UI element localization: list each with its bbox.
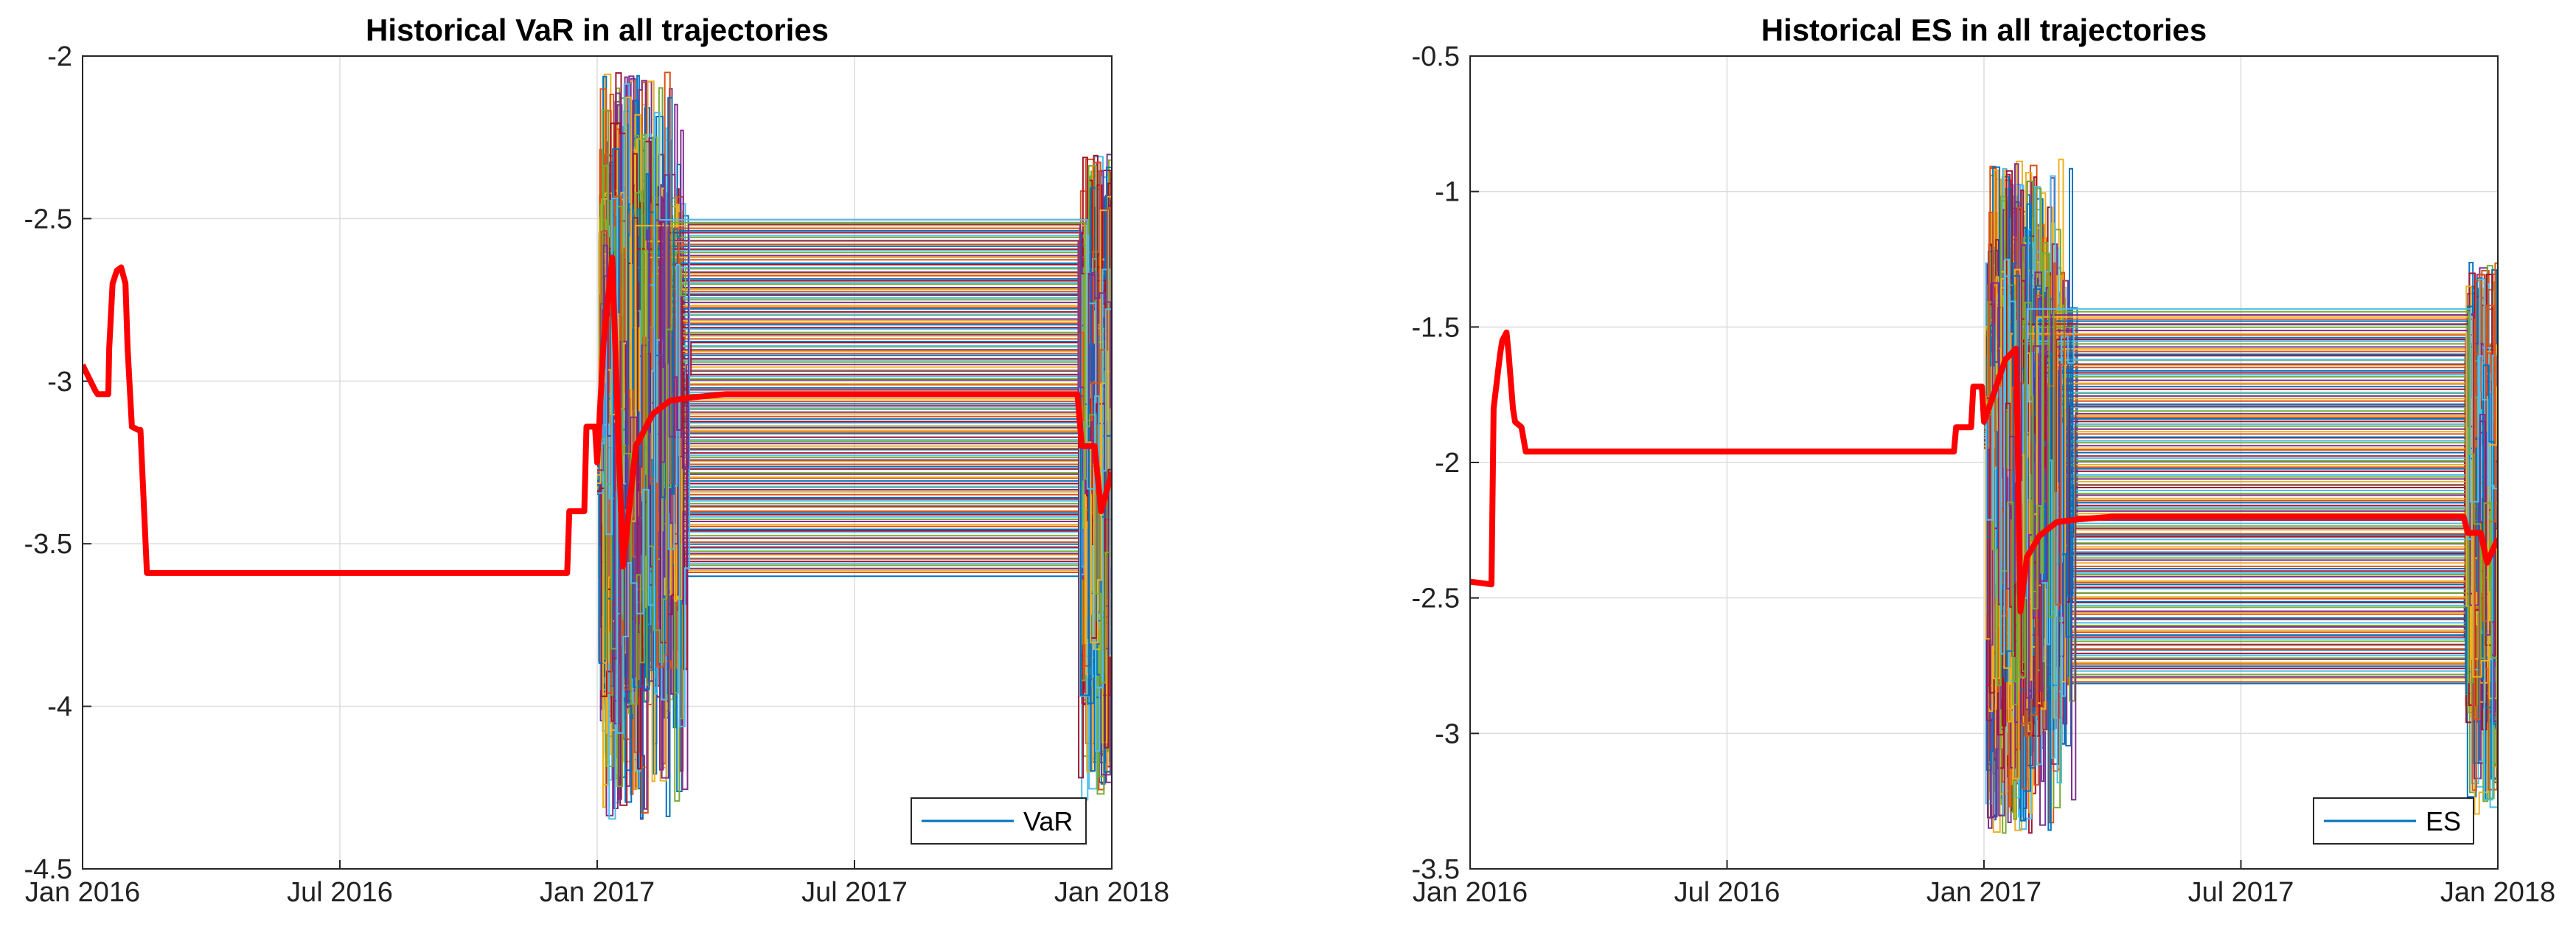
es-trajectory-157 [1984, 244, 2498, 722]
var-y-tick-label-3: -3.5 [24, 529, 72, 560]
var-trajectory-158 [597, 206, 1112, 705]
var-x-tick-label-0: Jan 2016 [25, 877, 140, 908]
var-y-tick-label-1: -2.5 [24, 204, 72, 235]
es-y-tick-label-4: -2.5 [1412, 583, 1460, 614]
es-legend: ES [2313, 797, 2474, 845]
es-x-axis: Jan 2016 Jul 2016 Jan 2017 Jul 2017 Jan 2018 [1413, 860, 2555, 908]
var-y-tick-label-5: -4.5 [24, 854, 72, 885]
var-y-tick-label-4: -4 [47, 692, 72, 723]
var-trajectories [597, 72, 1112, 820]
es-y-tick-label-6: -3.5 [1412, 854, 1460, 885]
es-x-tick-label-3: Jul 2017 [2188, 877, 2294, 908]
var-x-tick-label-4: Jan 2018 [1054, 877, 1169, 908]
es-y-tick-label-0: -0.5 [1412, 41, 1460, 72]
panel-var: Historical VaR in all trajectories -2 -2.… [24, 13, 1170, 908]
var-chart-title: Historical VaR in all trajectories [366, 13, 829, 47]
es-y-tick-label-5: -3 [1435, 718, 1460, 749]
var-x-tick-label-2: Jan 2017 [540, 877, 655, 908]
var-axes-box [82, 55, 1113, 870]
var-trajectory-152 [597, 127, 1112, 727]
panel-es: Historical ES in all trajectories -0.5 -1… [1412, 13, 2556, 908]
es-x-tick-label-0: Jan 2016 [1413, 877, 1528, 908]
es-mean-line [1470, 329, 2498, 614]
var-legend-label: VaR [1023, 806, 1073, 836]
es-axes-box [1469, 55, 2499, 870]
var-x-axis: Jan 2016 Jul 2016 Jan 2017 Jul 2017 Jan 2018 [25, 860, 1169, 908]
var-trajectory-155 [597, 195, 1112, 694]
var-trajectory-156 [597, 97, 1112, 644]
var-trajectory-159 [597, 111, 1112, 734]
var-x-tick-label-3: Jul 2017 [801, 877, 908, 908]
es-y-tick-label-1: -1 [1435, 177, 1460, 208]
var-y-tick-label-0: -2 [47, 41, 72, 72]
es-x-tick-label-2: Jan 2017 [1926, 877, 2041, 908]
es-trajectory-146 [1984, 170, 2498, 736]
var-legend: VaR [911, 797, 1087, 845]
es-trajectories [1984, 159, 2498, 834]
es-legend-label: ES [2426, 806, 2461, 836]
es-y-tick-label-3: -2 [1435, 448, 1460, 479]
es-chart-title: Historical ES in all trajectories [1761, 13, 2207, 47]
es-x-tick-label-1: Jul 2016 [1674, 877, 1780, 908]
es-x-tick-label-4: Jan 2018 [2440, 877, 2555, 908]
var-y-axis: -2 -2.5 -3 -3.5 -4 -4.5 [24, 41, 91, 885]
var-mean-line [83, 254, 1112, 576]
var-x-tick-label-1: Jul 2016 [287, 877, 393, 908]
es-series-group [1470, 159, 2498, 834]
var-y-tick-label-2: -3 [47, 367, 72, 398]
var-mean-line-group [83, 254, 1112, 576]
es-mean-line-group [1470, 329, 2498, 614]
var-series-group [83, 72, 1112, 820]
es-y-axis: -0.5 -1 -1.5 -2 -2.5 -3 -3.5 [1412, 41, 1479, 885]
es-y-tick-label-2: -1.5 [1412, 312, 1460, 343]
